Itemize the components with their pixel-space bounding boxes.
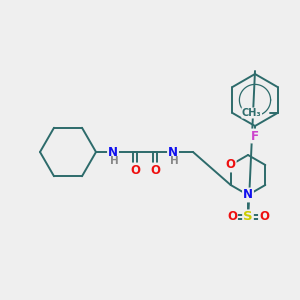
Text: O: O (150, 164, 160, 176)
Text: F: F (251, 130, 259, 142)
Text: H: H (169, 156, 178, 166)
Text: O: O (226, 158, 236, 172)
Text: H: H (110, 156, 118, 166)
Text: O: O (130, 164, 140, 176)
Text: N: N (168, 146, 178, 158)
Text: N: N (243, 188, 253, 202)
Text: O: O (227, 211, 237, 224)
Text: CH₃: CH₃ (242, 108, 262, 118)
Text: N: N (108, 146, 118, 158)
Text: O: O (259, 211, 269, 224)
Text: S: S (243, 211, 253, 224)
